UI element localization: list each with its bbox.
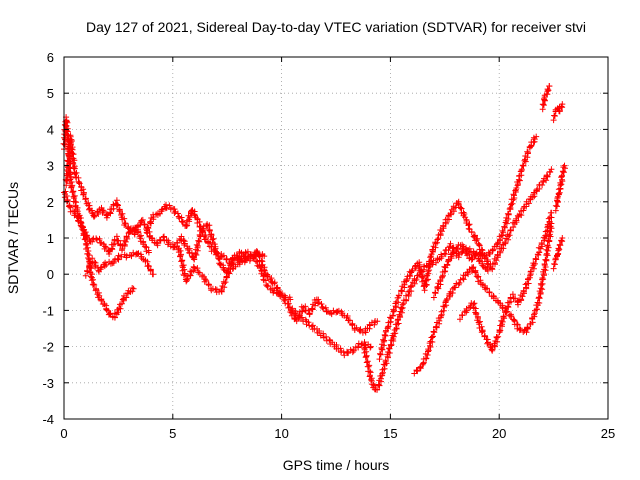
y-tick-label: -2 <box>42 340 54 355</box>
x-axis-label: GPS time / hours <box>283 457 390 473</box>
satellite-track-5 <box>143 201 374 359</box>
x-tick-label: 25 <box>601 426 615 441</box>
y-tick-label: 1 <box>47 231 54 246</box>
x-tick-label: 10 <box>274 426 288 441</box>
y-tick-label: -1 <box>42 303 54 318</box>
satellite-track-7 <box>154 233 268 296</box>
y-tick-label: 0 <box>47 267 54 282</box>
satellite-track-10 <box>376 198 494 363</box>
x-tick-label: 15 <box>383 426 397 441</box>
plus-markers <box>539 83 553 113</box>
satellite-track-17 <box>550 235 566 272</box>
y-tick-label: 5 <box>47 86 54 101</box>
plus-markers <box>82 249 157 279</box>
satellite-track-12 <box>457 209 555 354</box>
y-tick-label: 6 <box>47 50 54 65</box>
chart-title: Day 127 of 2021, Sidereal Day-to-day VTE… <box>86 19 586 35</box>
data-layer <box>60 83 568 393</box>
satellite-track-9 <box>361 133 540 393</box>
y-tick-label: -4 <box>42 412 54 427</box>
satellite-track-15 <box>550 101 566 124</box>
plus-markers <box>143 201 374 359</box>
satellite-track-6 <box>172 221 294 303</box>
satellite-track-2 <box>62 132 161 249</box>
satellite-track-13 <box>430 166 555 301</box>
satellite-track-4 <box>82 249 157 279</box>
plus-markers <box>62 132 161 249</box>
x-tick-label: 20 <box>492 426 506 441</box>
tick-layer: 0 5 10 15 20 25 -4 -3 -2 -1 0 1 2 3 4 5 6 <box>42 50 615 441</box>
plus-markers <box>154 233 268 296</box>
plus-markers <box>430 166 555 301</box>
plus-markers <box>172 221 294 303</box>
x-tick-label: 5 <box>169 426 176 441</box>
y-axis-label: SDTVAR / TECUs <box>5 182 21 294</box>
y-tick-label: 4 <box>47 122 54 137</box>
plus-markers <box>552 162 568 214</box>
plus-markers <box>361 133 540 393</box>
satellite-track-14 <box>539 83 553 113</box>
satellite-track-16 <box>552 162 568 214</box>
plus-markers <box>457 209 555 354</box>
x-tick-label: 0 <box>60 426 67 441</box>
plus-markers <box>287 296 381 336</box>
y-tick-label: -3 <box>42 376 54 391</box>
y-tick-label: 2 <box>47 195 54 210</box>
y-tick-label: 3 <box>47 159 54 174</box>
plus-markers <box>550 101 566 124</box>
satellite-track-8 <box>287 296 381 336</box>
plus-markers <box>376 198 494 363</box>
plus-markers <box>550 235 566 272</box>
grid-layer <box>64 57 608 419</box>
